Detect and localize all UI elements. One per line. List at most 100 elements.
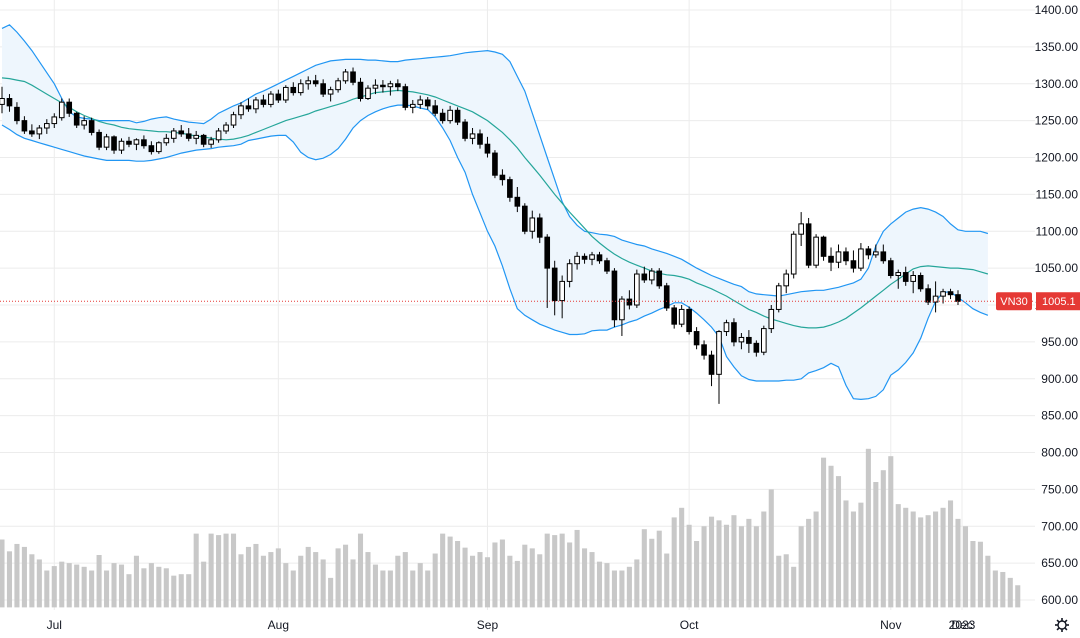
candle	[910, 271, 917, 294]
volume-bar	[253, 543, 259, 608]
candle	[559, 275, 565, 319]
candle	[701, 340, 707, 360]
volume-bar	[111, 563, 117, 608]
volume-bar	[74, 564, 80, 608]
candle-body	[103, 136, 110, 148]
candle	[133, 138, 140, 151]
volume-bar	[290, 570, 296, 608]
candle	[170, 128, 177, 143]
candle	[611, 268, 618, 328]
candle	[708, 350, 715, 387]
candle	[873, 244, 879, 258]
candle-body	[805, 223, 812, 266]
candle-body	[753, 342, 760, 353]
candle-body	[238, 105, 244, 116]
candle	[843, 247, 849, 266]
volume-bar	[791, 566, 797, 608]
volume-bar	[514, 560, 520, 608]
candle-body	[678, 308, 685, 325]
candle-body	[843, 251, 849, 262]
candle-body	[925, 288, 931, 303]
symbol-label: VN30	[1000, 296, 1028, 308]
candle-body	[581, 255, 588, 260]
volume-bar	[873, 482, 879, 608]
candle-body	[873, 251, 879, 256]
candle	[402, 83, 409, 111]
y-tick-label: 850.00	[1041, 409, 1078, 423]
candle-body	[380, 84, 386, 88]
bollinger-band-fill	[2, 24, 988, 400]
volume-bar	[1007, 577, 1013, 608]
candle-body	[51, 116, 58, 125]
volume-bar	[275, 548, 281, 608]
volume-bar	[201, 561, 207, 608]
candle	[43, 119, 50, 134]
volume-bar	[925, 515, 931, 608]
candle-body	[81, 120, 87, 126]
volume-bar	[171, 575, 177, 608]
candle	[193, 130, 200, 145]
gear-tooth	[1056, 619, 1060, 623]
candle-body	[58, 101, 65, 119]
volume-bar	[895, 504, 901, 608]
candle	[566, 259, 573, 288]
volume-bar	[507, 555, 513, 608]
candle-body	[574, 255, 580, 265]
candle-body	[671, 307, 678, 325]
candle-body	[858, 248, 864, 269]
candle-body	[723, 322, 730, 333]
candle	[790, 231, 797, 279]
candle-body	[215, 130, 222, 141]
candle	[947, 288, 954, 300]
y-tick-label: 1250.00	[1035, 114, 1079, 128]
candle	[0, 86, 5, 114]
volume-bar	[343, 544, 349, 608]
volume-bar	[156, 566, 162, 608]
volume-bar	[484, 557, 491, 608]
candle	[178, 125, 185, 137]
bollinger-lower-line	[1, 104, 989, 401]
volume-bar	[118, 564, 125, 608]
candle-body	[372, 84, 379, 89]
volume-bar	[544, 533, 550, 608]
volume-bar	[992, 570, 998, 608]
candle	[111, 135, 117, 154]
y-tick-label: 1100.00	[1036, 224, 1079, 238]
x-tick-label: Jul	[47, 618, 62, 632]
candle	[477, 129, 483, 149]
candle	[619, 296, 625, 336]
volume-bar	[806, 518, 812, 608]
candle	[634, 269, 640, 308]
candle	[492, 150, 498, 179]
candle-body	[29, 130, 35, 135]
volume-bar	[1000, 571, 1006, 608]
candle	[387, 80, 394, 96]
volume-bar	[529, 548, 535, 608]
price-axis[interactable]: 600.00 650.00 700.00 750.00 800.00 850.00 900.…	[1035, 3, 1079, 607]
candle-body	[499, 174, 506, 181]
candle	[484, 136, 491, 158]
candle-body	[6, 98, 13, 107]
candle-body	[469, 133, 476, 139]
volume-bar	[469, 555, 476, 608]
candle-body	[21, 120, 28, 132]
volume-bar	[320, 559, 326, 608]
candle-body	[260, 99, 267, 105]
candle-body	[357, 81, 364, 100]
volume-bar	[372, 564, 378, 608]
volume-bar	[701, 526, 707, 608]
settings-gear-icon[interactable]	[1055, 618, 1069, 632]
y-tick-label: 1050.00	[1035, 261, 1079, 275]
candle-body	[193, 134, 200, 139]
candle	[36, 125, 43, 140]
volume-bar	[455, 541, 461, 608]
candle-body	[820, 236, 827, 257]
x-tick-label: Oct	[680, 618, 699, 632]
volume-bar	[21, 546, 27, 608]
candle	[290, 82, 297, 96]
candle	[858, 243, 864, 272]
candle	[253, 97, 259, 114]
volume-bar	[499, 539, 505, 608]
